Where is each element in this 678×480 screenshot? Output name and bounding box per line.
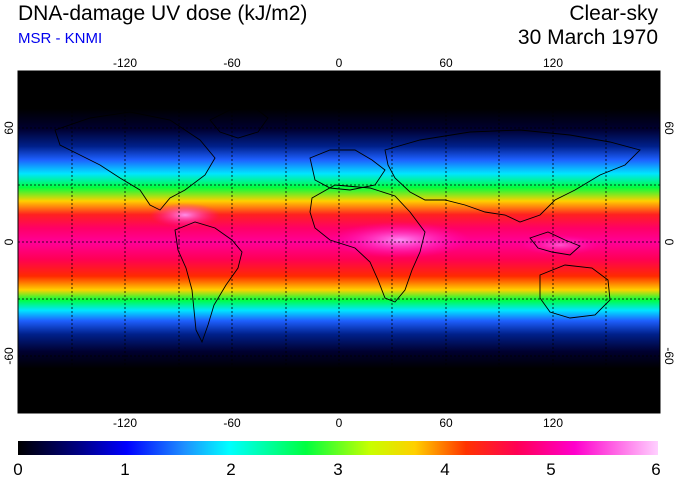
colorbar [18,441,658,455]
colorbar-label: 4 [440,460,449,479]
maritime-hotspot [520,235,600,255]
colorbar-label: 2 [226,460,235,479]
europe-coast [309,149,386,191]
north-america-coast [54,111,216,211]
africa-hotspot [330,222,470,258]
colorbar-label: 1 [120,460,129,479]
lon-tick-bottom: 60 [439,416,453,430]
credit-label: MSR - KNMI [18,30,103,47]
lon-tick-top: -60 [223,56,241,70]
lon-tick-top: 0 [336,56,343,70]
colorbar-label: 6 [651,460,660,479]
lon-tick-top: -120 [113,56,137,70]
australia-coast [539,264,611,319]
lon-tick-bottom: -120 [113,416,137,430]
indonesia-coast [529,231,581,256]
lat-tick-left: 0 [2,238,16,245]
lat-tick-left: 60 [2,121,16,135]
asia-coast [384,129,641,223]
greenland-coast [209,107,269,139]
colorbar-label: 3 [333,460,342,479]
andes-hotspot [150,203,220,227]
coastlines [21,107,656,397]
lat-tick-right: 0 [662,239,676,246]
lon-tick-top: 120 [543,56,563,70]
lat-tick-right: -60 [662,347,676,365]
lon-tick-bottom: 120 [543,416,563,430]
map-title: DNA-damage UV dose (kJ/m2) [18,2,308,25]
date-label: 30 March 1970 [517,26,658,49]
lat-tick-left: -60 [2,347,16,365]
graticule [18,71,660,413]
lon-tick-bottom: -60 [223,416,241,430]
antarctica-coast [21,387,656,397]
colorbar-label: 5 [546,460,555,479]
south-america-coast [174,221,243,344]
map-frame [17,70,661,414]
africa-coast [309,184,426,303]
lon-tick-top: 60 [439,56,453,70]
lat-tick-right: 60 [662,121,676,135]
sky-condition-label: Clear-sky [569,2,658,25]
lon-tick-bottom: 0 [336,416,343,430]
colorbar-label: 0 [13,460,22,479]
